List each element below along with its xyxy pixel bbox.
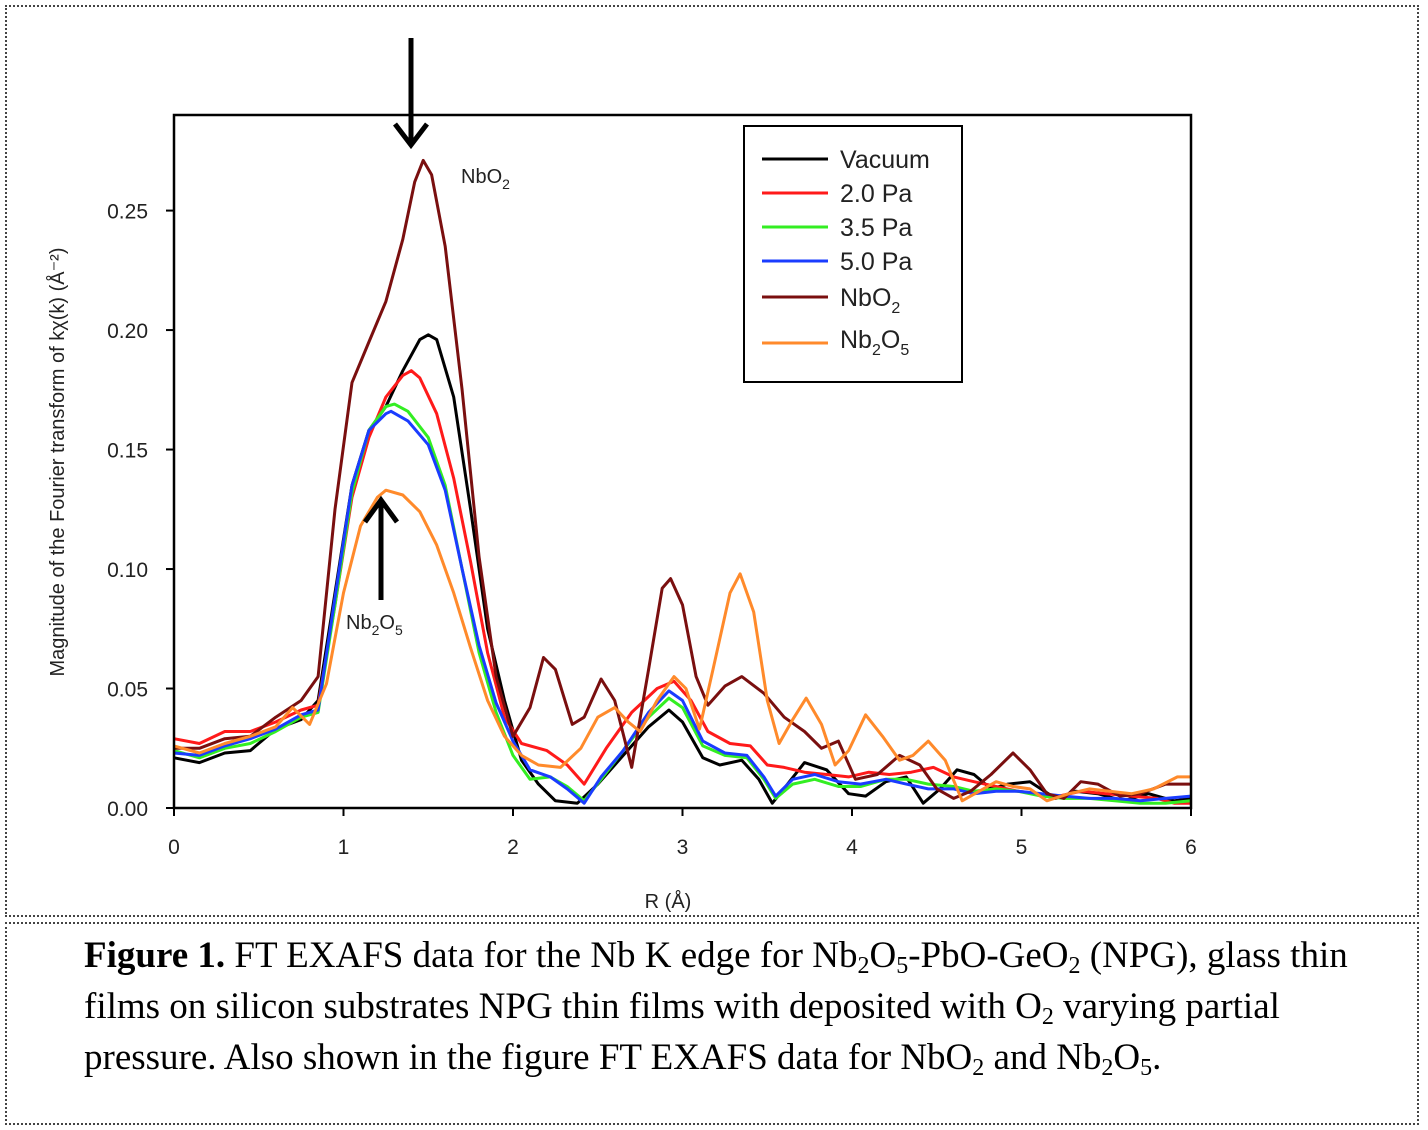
caption-text: FT EXAFS data for the Nb K edge for Nb [225, 935, 858, 976]
series-line-5-0-pa [173, 409, 1192, 805]
x-tick-label: 4 [846, 836, 858, 859]
legend-label-nbo2: NbO2 [840, 284, 900, 317]
caption-sub: 2 [1101, 1055, 1114, 1081]
series-line-nbo2 [174, 158, 1191, 800]
nbo2-annotation: NbO2 [461, 166, 510, 192]
legend-label-2pa: 2.0 Pa [840, 180, 912, 208]
caption-text: -PbO-GeO [908, 935, 1069, 976]
x-tick-label: 6 [1185, 836, 1197, 859]
y-tick-label: 0.15 [107, 440, 148, 463]
caption-sub: 2 [972, 1055, 985, 1081]
caption-text: (NPG), glass thin films on silicon subst… [84, 935, 1348, 1027]
plot-area-border [172, 113, 1193, 810]
series-line-nb2o5 [173, 488, 1191, 803]
nb2o5-arrow [362, 495, 400, 600]
caption-text: O [1113, 1037, 1141, 1078]
caption-text: varying partial pressure. Also shown in … [84, 986, 1280, 1078]
figure-caption: Figure 1. FT EXAFS data for the Nb K edg… [84, 930, 1404, 1083]
y-tick-label: 0.05 [107, 679, 148, 702]
legend-label-5pa: 5.0 Pa [840, 248, 912, 276]
caption-sub: 5 [896, 953, 909, 979]
legend-box [743, 125, 963, 383]
caption-frame [5, 922, 1419, 1125]
figure-frame [5, 5, 1419, 917]
x-tick-label: 5 [1016, 836, 1028, 859]
y-tick-label: 0.25 [107, 201, 148, 224]
series-lines [173, 158, 1192, 805]
caption-sub: 5 [1140, 1055, 1153, 1081]
caption-text: O [869, 935, 897, 976]
y-axis: 0.00 0.05 0.10 0.15 0.20 0.25 [107, 201, 174, 821]
exafs-chart: 0 1 2 3 4 5 6 0.00 0.05 0.10 0.15 0.20 0.25 R (Å) M… [46, 38, 1197, 913]
y-tick-label: 0.10 [107, 559, 148, 582]
caption-label: Figure 1. [84, 935, 226, 976]
legend-label-3-5pa: 3.5 Pa [840, 214, 912, 242]
y-axis-title: Magnitude of the Fourier transform of kχ… [46, 248, 69, 677]
legend-label-vacuum: Vacuum [840, 146, 930, 174]
x-tick-label: 1 [338, 836, 350, 859]
nbo2-arrow [393, 38, 429, 150]
x-axis: 0 1 2 3 4 5 6 [168, 808, 1197, 859]
legend-label-nb2o5: Nb2O5 [840, 326, 909, 359]
nb2o5-annotation: Nb2O5 [346, 612, 403, 638]
caption-text: . [1152, 1037, 1162, 1078]
y-tick-label: 0.00 [107, 798, 148, 821]
caption-sub: 2 [1041, 1004, 1054, 1030]
x-tick-label: 2 [507, 836, 519, 859]
legend: Vacuum 2.0 Pa 3.5 Pa 5.0 Pa NbO2 Nb2O5 [743, 125, 963, 383]
x-tick-label: 0 [168, 836, 180, 859]
caption-sub: 2 [1068, 953, 1081, 979]
x-tick-label: 3 [677, 836, 689, 859]
caption-sub: 2 [857, 953, 870, 979]
x-axis-title: R (Å) [645, 890, 692, 913]
series-line-vacuum [173, 333, 1192, 805]
y-tick-label: 0.20 [107, 320, 148, 343]
caption-text: and Nb [984, 1037, 1102, 1078]
